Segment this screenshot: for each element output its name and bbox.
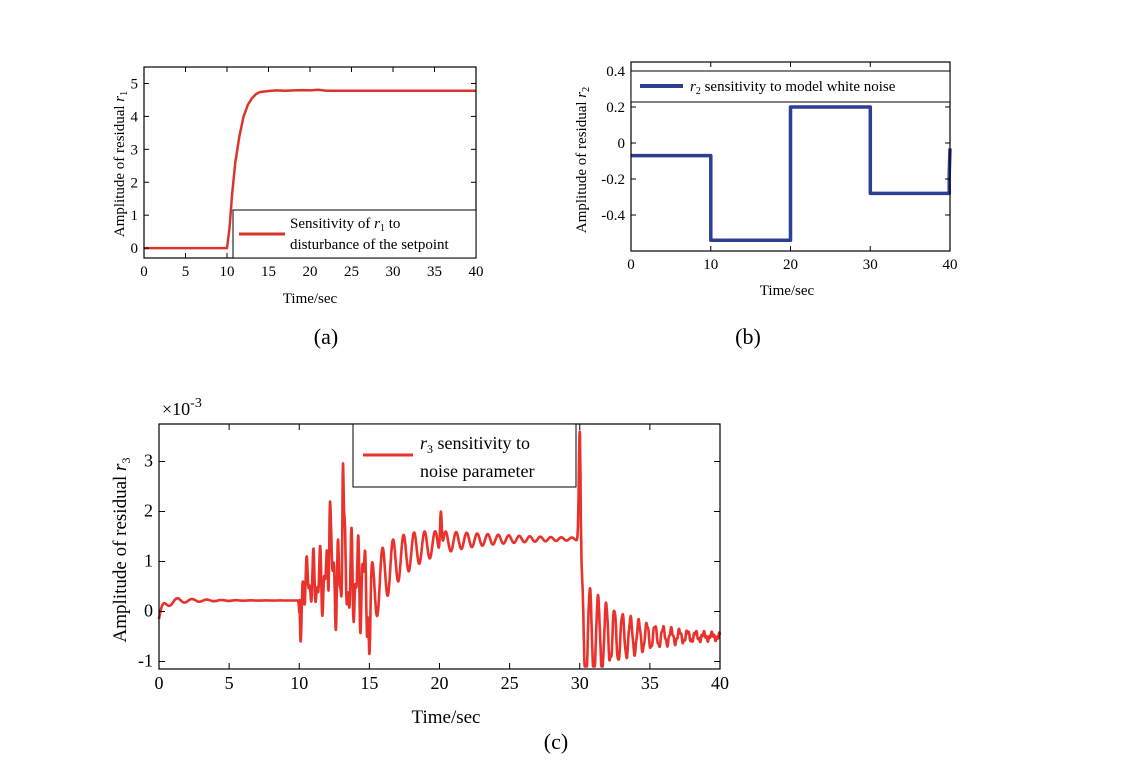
chart-a-legend-line2: disturbance of the setpoint [290,237,450,253]
chart-c-x-tick-label: 40 [711,673,729,693]
chart-b-x-tick-label: 10 [703,257,718,273]
chart-a-x-label: Time/sec [283,291,338,307]
chart-a-x-tick-label: 15 [261,264,276,280]
chart-a-y-tick-label: 4 [131,109,139,125]
chart-c-y-tick-label: -1 [138,651,153,671]
chart-b-legend-text: r2 sensitivity to model white noise [690,79,896,97]
chart-c-x-tick-label: 25 [501,673,519,693]
chart-b-y-tick-label: -0.2 [601,172,625,188]
chart-a-y-tick-label: 0 [131,241,139,257]
chart-a-x-tick-label: 10 [220,264,235,280]
chart-c-x-tick-label: 0 [155,673,164,693]
chart-c-x-label: Time/sec [412,707,481,728]
chart-a-y-tick-label: 2 [131,175,139,191]
chart-a-x-tick-label: 30 [386,264,401,280]
chart-b-y-tick-label: -0.4 [601,208,625,224]
chart-c-legend-line1: r3 sensitivity to [420,433,530,456]
chart-c-y-tick-label: 1 [144,551,153,571]
chart-c-x-tick-label: 35 [641,673,659,693]
chart-c-y-label: Amplitude of residual r3 [110,458,133,643]
chart-a-y-label: Amplitude of residual r1 [112,91,130,237]
chart-c-series [157,430,722,668]
chart-b-x-label: Time/sec [760,283,815,299]
chart-b-y-tick-label: 0.4 [606,64,625,80]
chart-c-x-tick-label: 10 [290,673,308,693]
chart-c-y-tick-label: 0 [144,601,153,621]
caption-c: (c) [544,729,568,754]
chart-b-line [631,105,952,242]
chart-b-x-tick-label: 0 [627,257,635,273]
chart-a-y-tick-label: 5 [131,76,139,92]
chart-c-legend-line2: noise parameter [420,461,534,481]
chart-c-x-tick-label: 20 [431,673,449,693]
chart-b-y-tick-label: 0.2 [606,100,625,116]
chart-a-legend: Sensitivity of r1 to disturbance of the … [232,209,477,259]
chart-a-x-tick-label: 5 [182,264,190,280]
chart-b-x-tick-label: 30 [863,257,878,273]
chart-a-line [144,88,476,250]
chart-c-x-tick-label: 5 [225,673,234,693]
chart-a-x-tick-label: 40 [469,264,484,280]
chart-a-x-tick-label: 35 [427,264,442,280]
chart-b-x-tick-label: 40 [943,257,958,273]
chart-a-x-tick-label: 25 [344,264,359,280]
chart-a-series [144,88,476,250]
caption-a: (a) [314,324,338,349]
chart-a: 0 5 10 15 20 25 30 35 40 0 1 2 3 4 5 Time/sec Amplitu… [112,66,484,349]
chart-a-y-tick-label: 3 [131,142,139,158]
chart-b-legend: r2 sensitivity to model white noise [630,70,951,103]
chart-a-x-tick-label: 20 [303,264,318,280]
chart-b-legend-box [630,70,951,103]
chart-b-y-tick-label: 0 [618,136,626,152]
chart-a-y-tick-label: 1 [131,208,139,224]
chart-b: 0 10 20 30 40 0.4 0.2 0 -0.2 -0.4 Time/sec Ampli… [574,61,958,349]
chart-b-series [631,105,952,242]
chart-c-y-tick-label: 3 [144,451,153,471]
chart-c-scale-label: ×10-3 [162,396,202,419]
caption-b: (b) [735,324,761,349]
chart-c-y-tick-label: 2 [144,501,153,521]
chart-c-line [157,430,722,668]
chart-a-legend-line1: Sensitivity of r1 to [290,216,400,234]
chart-c-x-tick-label: 15 [360,673,378,693]
chart-b-x-tick-label: 20 [783,257,798,273]
chart-c-legend: r3 sensitivity to noise parameter [352,423,577,488]
chart-c-x-tick-label: 30 [571,673,589,693]
chart-a-x-tick-label: 0 [140,264,148,280]
chart-b-y-label: Amplitude of residual r2 [574,87,592,233]
